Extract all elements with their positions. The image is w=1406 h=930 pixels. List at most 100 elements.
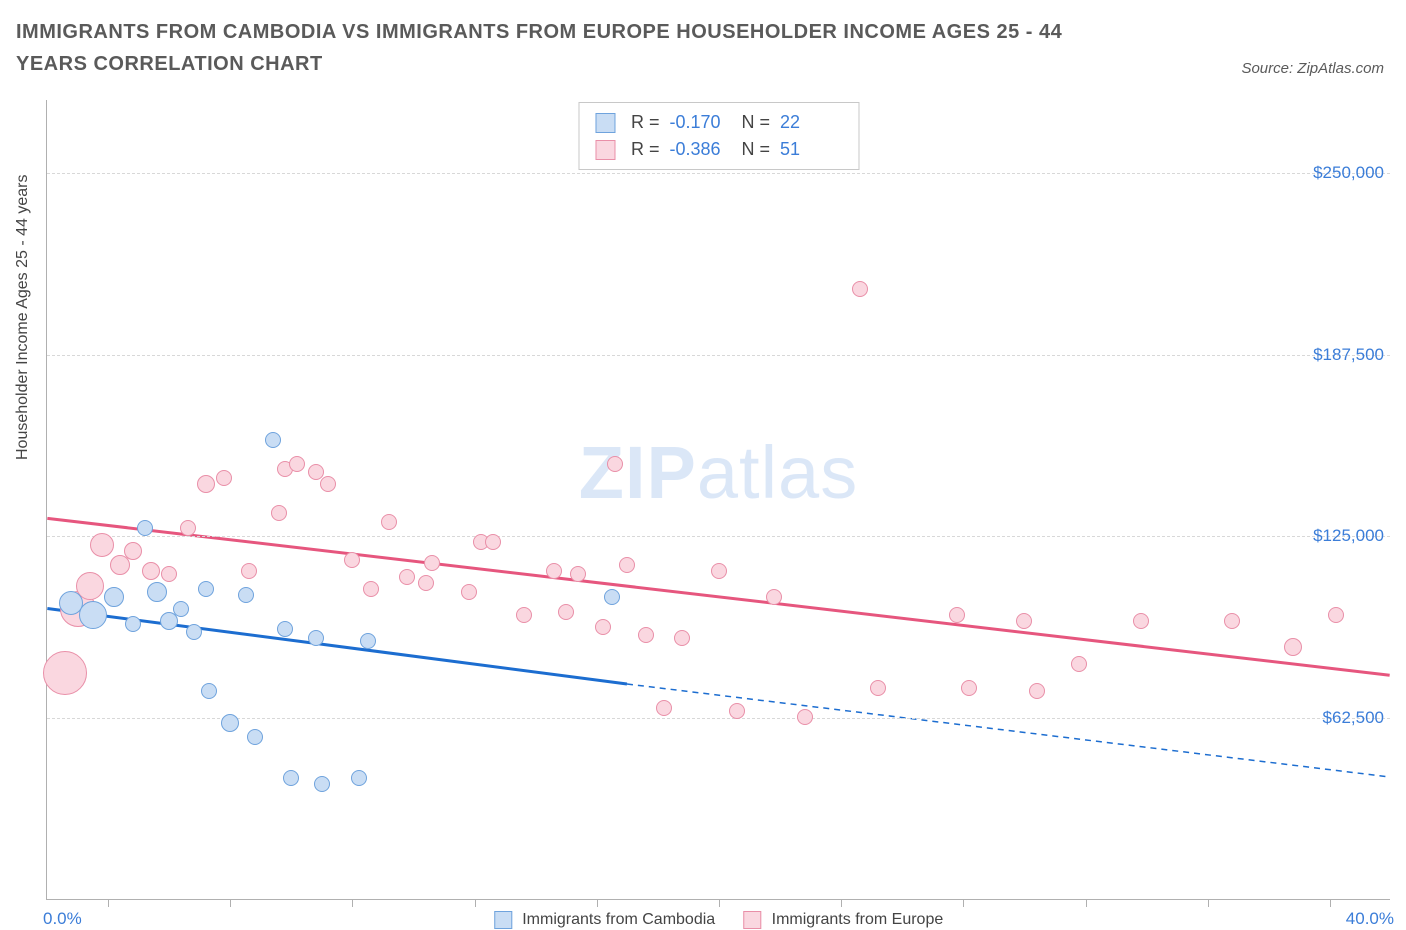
point-europe — [638, 627, 654, 643]
y-axis-label: Householder Income Ages 25 - 44 years — [14, 175, 32, 461]
gridline — [47, 355, 1390, 356]
swatch-europe — [743, 911, 761, 929]
gridline — [47, 718, 1390, 719]
y-tick-label: $62,500 — [1323, 708, 1384, 728]
point-europe — [729, 703, 745, 719]
legend-label-cambodia: Immigrants from Cambodia — [522, 911, 715, 928]
x-tick — [1208, 899, 1209, 907]
y-tick-label: $125,000 — [1313, 526, 1384, 546]
point-europe — [516, 607, 532, 623]
point-europe — [363, 581, 379, 597]
point-cambodia — [238, 587, 254, 603]
stat-n-label: N = — [742, 136, 771, 163]
point-cambodia — [604, 589, 620, 605]
point-cambodia — [247, 729, 263, 745]
point-europe — [424, 555, 440, 571]
stat-r-europe: -0.386 — [670, 136, 732, 163]
stats-legend-box: R = -0.170 N = 22 R = -0.386 N = 51 — [578, 102, 859, 170]
swatch-cambodia — [494, 911, 512, 929]
point-cambodia — [104, 587, 124, 607]
point-europe — [271, 505, 287, 521]
bottom-legend: Immigrants from Cambodia Immigrants from… — [494, 911, 943, 929]
point-europe — [142, 562, 160, 580]
point-cambodia — [173, 601, 189, 617]
point-europe — [197, 475, 215, 493]
x-tick — [719, 899, 720, 907]
point-europe — [870, 680, 886, 696]
swatch-europe — [595, 140, 615, 160]
point-cambodia — [308, 630, 324, 646]
point-cambodia — [198, 581, 214, 597]
point-europe — [399, 569, 415, 585]
point-europe — [124, 542, 142, 560]
x-tick — [1330, 899, 1331, 907]
point-cambodia — [201, 683, 217, 699]
stat-r-label: R = — [631, 109, 660, 136]
point-europe — [852, 281, 868, 297]
point-europe — [216, 470, 232, 486]
point-europe — [595, 619, 611, 635]
point-europe — [711, 563, 727, 579]
point-europe — [1071, 656, 1087, 672]
point-cambodia — [283, 770, 299, 786]
chart-title: IMMIGRANTS FROM CAMBODIA VS IMMIGRANTS F… — [16, 16, 1136, 80]
point-europe — [1029, 683, 1045, 699]
legend-item-cambodia: Immigrants from Cambodia — [494, 911, 715, 929]
point-cambodia — [186, 624, 202, 640]
point-europe — [558, 604, 574, 620]
scatter-plot: ZIPatlas R = -0.170 N = 22 R = -0.386 N … — [46, 100, 1390, 900]
point-europe — [320, 476, 336, 492]
stat-n-europe: 51 — [780, 136, 842, 163]
point-europe — [381, 514, 397, 530]
point-europe — [43, 651, 87, 695]
point-europe — [961, 680, 977, 696]
point-cambodia — [277, 621, 293, 637]
stat-n-cambodia: 22 — [780, 109, 842, 136]
source-attribution: Source: ZipAtlas.com — [1241, 60, 1384, 77]
x-tick — [352, 899, 353, 907]
x-tick — [963, 899, 964, 907]
point-cambodia — [351, 770, 367, 786]
watermark-zip: ZIP — [579, 431, 697, 514]
watermark-atlas: atlas — [697, 431, 858, 514]
x-tick — [1086, 899, 1087, 907]
point-europe — [344, 552, 360, 568]
x-tick — [230, 899, 231, 907]
point-cambodia — [125, 616, 141, 632]
point-europe — [1133, 613, 1149, 629]
x-tick — [597, 899, 598, 907]
point-cambodia — [147, 582, 167, 602]
point-cambodia — [265, 432, 281, 448]
stat-n-label: N = — [742, 109, 771, 136]
legend-label-europe: Immigrants from Europe — [772, 911, 944, 928]
x-tick — [108, 899, 109, 907]
point-europe — [418, 575, 434, 591]
point-europe — [485, 534, 501, 550]
x-tick — [841, 899, 842, 907]
point-europe — [607, 456, 623, 472]
point-europe — [949, 607, 965, 623]
swatch-cambodia — [595, 113, 615, 133]
x-tick — [475, 899, 476, 907]
watermark: ZIPatlas — [579, 430, 858, 515]
point-europe — [619, 557, 635, 573]
gridline — [47, 173, 1390, 174]
x-max-label: 40.0% — [1346, 909, 1394, 929]
point-europe — [161, 566, 177, 582]
gridline — [47, 536, 1390, 537]
legend-item-europe: Immigrants from Europe — [743, 911, 943, 929]
y-tick-label: $187,500 — [1313, 345, 1384, 365]
point-cambodia — [314, 776, 330, 792]
stat-r-cambodia: -0.170 — [670, 109, 732, 136]
point-europe — [797, 709, 813, 725]
stat-r-label: R = — [631, 136, 660, 163]
point-cambodia — [221, 714, 239, 732]
point-europe — [570, 566, 586, 582]
point-cambodia — [79, 601, 107, 629]
stats-row-cambodia: R = -0.170 N = 22 — [595, 109, 842, 136]
point-europe — [674, 630, 690, 646]
point-europe — [180, 520, 196, 536]
point-europe — [1328, 607, 1344, 623]
trend-lines-layer — [47, 100, 1390, 899]
point-europe — [546, 563, 562, 579]
